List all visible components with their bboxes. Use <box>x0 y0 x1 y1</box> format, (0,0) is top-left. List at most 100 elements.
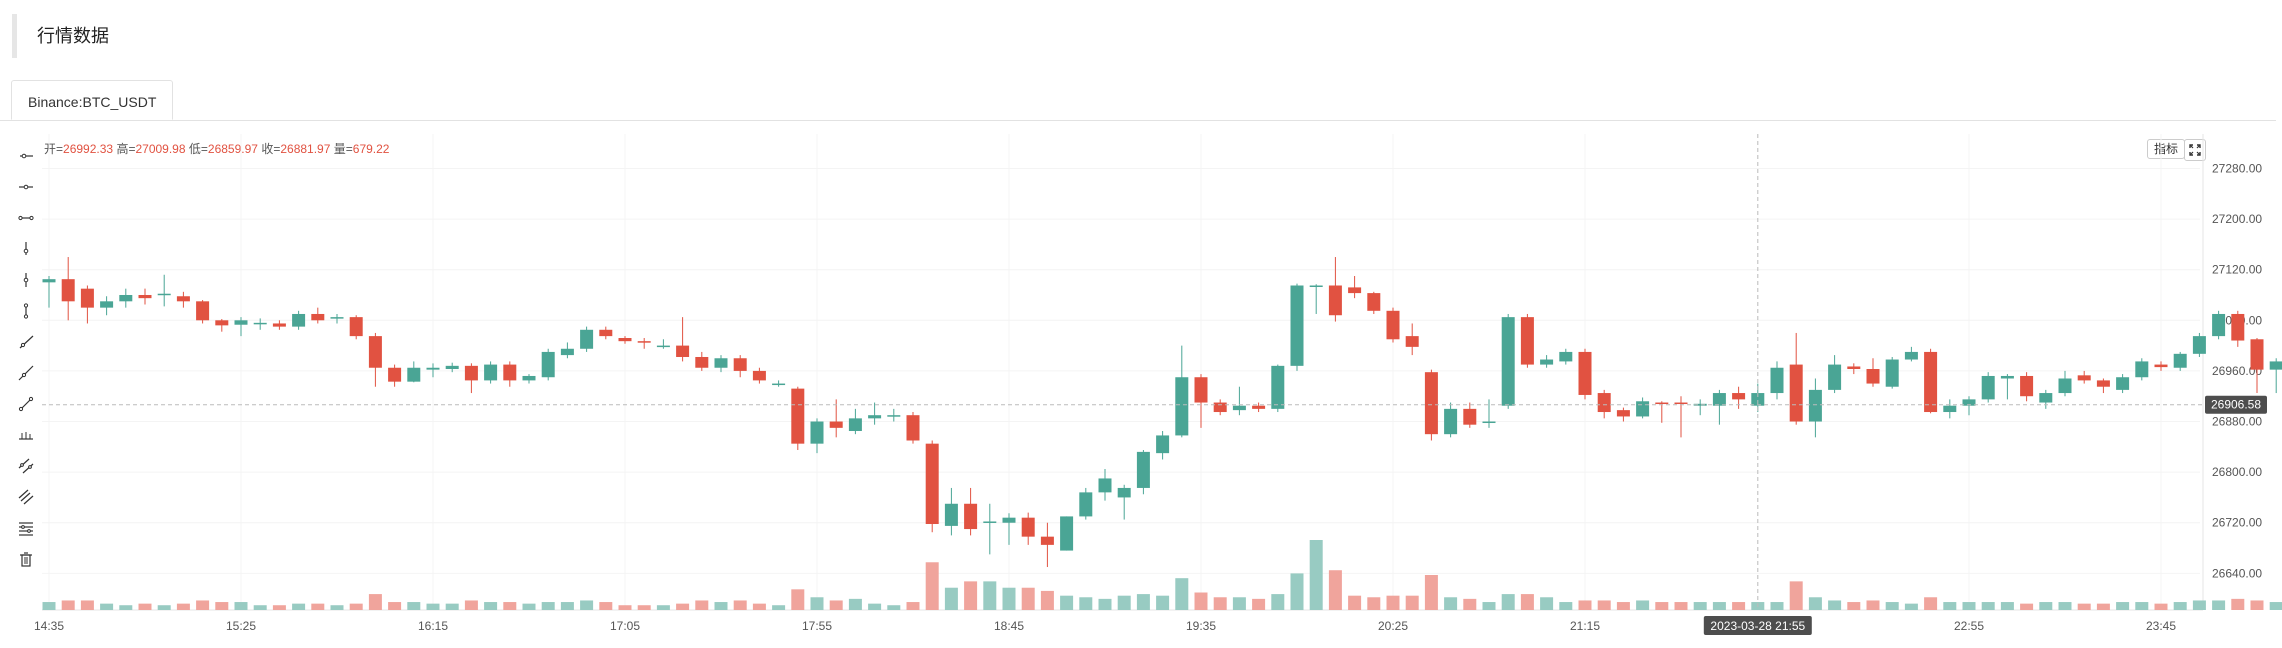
candle-body <box>656 345 670 348</box>
straight-line-icon[interactable] <box>14 357 38 388</box>
vertical-line-icon[interactable] <box>14 264 38 295</box>
volume-bar <box>1924 597 1938 610</box>
candle-body <box>1674 402 1688 405</box>
volume-bar <box>484 602 498 610</box>
volume-bar <box>119 605 133 610</box>
segment-icon[interactable] <box>14 388 38 419</box>
volume-bar <box>1463 598 1477 610</box>
candle-body <box>2096 380 2110 387</box>
candle-body <box>1424 372 1438 435</box>
candle-body <box>1808 389 1822 422</box>
volume-bar <box>272 605 286 610</box>
volume-bar <box>1482 602 1496 610</box>
y-axis-tick-label: 26880.00 <box>2212 415 2262 429</box>
candle-body <box>1271 365 1285 409</box>
candle-body <box>1232 405 1246 411</box>
fullscreen-button[interactable] <box>2184 139 2206 161</box>
indicator-button[interactable]: 指标 <box>2147 139 2186 159</box>
volume-bar <box>1424 575 1438 610</box>
candle-body <box>1712 393 1726 406</box>
candle-body <box>1962 399 1976 406</box>
volume-bar <box>464 600 478 610</box>
fibonacci-icon[interactable] <box>14 512 38 543</box>
candle-body <box>791 388 805 444</box>
candle-body <box>2135 361 2149 378</box>
candle-body <box>1463 408 1477 425</box>
price-line-icon[interactable] <box>14 419 38 450</box>
candle-body <box>119 294 133 302</box>
candle-body <box>676 345 690 357</box>
volume-bar <box>1367 597 1381 610</box>
drawing-toolbar <box>14 140 38 574</box>
y-axis-tick-label: 26960.00 <box>2212 364 2262 378</box>
candle-body <box>330 317 344 319</box>
candle-body <box>1213 402 1227 413</box>
horizontal-segment-icon[interactable] <box>14 202 38 233</box>
volume-bar <box>176 603 190 610</box>
volume-bar <box>61 600 75 610</box>
candlestick-chart[interactable]: 27280.0027200.0027120.0027040.0026960.00… <box>0 134 2282 648</box>
volume-bar <box>618 605 632 610</box>
tab-binance-btc-usdt[interactable]: Binance:BTC_USDT <box>11 80 174 120</box>
candle-body <box>1597 393 1611 413</box>
candle-body <box>1885 359 1899 387</box>
candle-body <box>752 370 766 381</box>
candle-body <box>1559 351 1573 362</box>
horizontal-line-icon[interactable] <box>14 171 38 202</box>
candle-body <box>1367 293 1381 311</box>
horizontal-ray-icon[interactable] <box>14 140 38 171</box>
volume-bar <box>733 600 747 610</box>
vertical-segment-icon[interactable] <box>14 295 38 326</box>
candle-body <box>560 348 574 356</box>
volume-bar <box>906 602 920 610</box>
candle-body <box>1079 492 1093 517</box>
volume-bar <box>1616 602 1630 610</box>
y-axis-tick-label: 27280.00 <box>2212 161 2262 175</box>
volume-bar <box>42 602 56 610</box>
candle-body <box>368 336 382 368</box>
x-axis-tick-label: 17:05 <box>610 619 640 633</box>
candle-body <box>292 313 306 327</box>
volume-bar <box>234 602 248 610</box>
candle-body <box>1751 393 1765 406</box>
candle-body <box>1655 402 1669 405</box>
price-channel-icon[interactable] <box>14 481 38 512</box>
candle-body <box>1501 317 1515 406</box>
candle-body <box>1943 405 1957 413</box>
candle-body <box>445 365 459 370</box>
candle-body <box>1789 364 1803 422</box>
volume-bar <box>637 605 651 610</box>
volume-bar <box>887 605 901 610</box>
volume-bar <box>388 602 402 610</box>
volume-bar <box>2135 602 2149 610</box>
x-axis-tick-label: 20:25 <box>1378 619 1408 633</box>
volume-bar <box>157 605 171 610</box>
volume-bar <box>2173 602 2187 610</box>
candle-body <box>541 351 555 378</box>
volume-bar <box>810 597 824 610</box>
volume-bar <box>100 603 114 610</box>
candle-body <box>2212 313 2226 337</box>
x-axis-tick-label: 17:55 <box>802 619 832 633</box>
high-label: 高 <box>116 142 129 156</box>
candle-body <box>1732 393 1746 400</box>
volume-bar <box>253 605 267 610</box>
candle-body <box>2269 361 2282 370</box>
volume-bar <box>1232 597 1246 610</box>
candle-body <box>714 358 728 368</box>
candle-body <box>1828 364 1842 390</box>
volume-bar <box>1021 587 1035 610</box>
volume-bar <box>752 603 766 610</box>
parallel-channel-icon[interactable] <box>14 450 38 481</box>
volume-value: 679.22 <box>352 142 390 156</box>
x-axis-tick-label: 16:15 <box>418 619 448 633</box>
volume-bar <box>983 581 997 610</box>
vertical-ray-icon[interactable] <box>14 233 38 264</box>
candle-body <box>80 288 94 308</box>
delete-icon[interactable] <box>14 543 38 574</box>
volume-bar <box>503 602 517 610</box>
ray-line-icon[interactable] <box>14 326 38 357</box>
x-axis-tick-label: 23:45 <box>2146 619 2176 633</box>
candle-body <box>1444 408 1458 435</box>
volume-bar <box>1732 602 1746 610</box>
